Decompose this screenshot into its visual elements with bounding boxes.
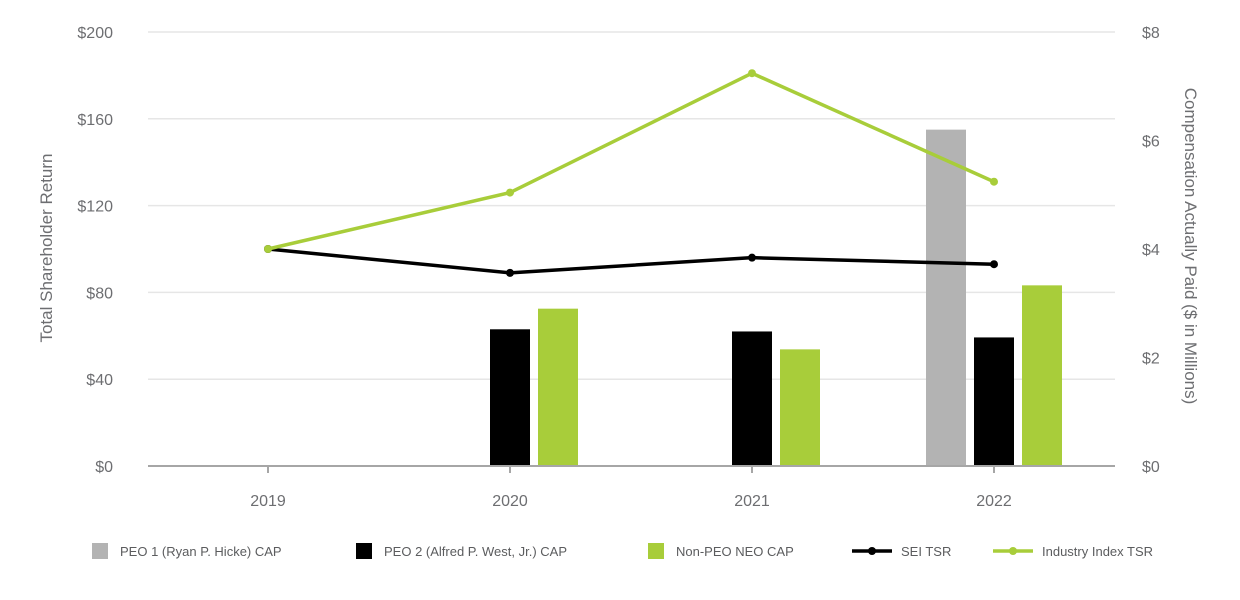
legend-swatch — [92, 543, 108, 559]
legend-label: Non-PEO NEO CAP — [676, 544, 794, 559]
bar — [926, 129, 966, 466]
x-tick-label: 2021 — [734, 493, 770, 510]
axes: $0 $40 $80 $120 $160 $200 $0 $2 $4 $6 $8 2019 2020 20… — [77, 25, 1159, 510]
left-tick-label: $40 — [86, 372, 113, 389]
right-axis-title: Compensation Actually Paid ($ in Million… — [1181, 88, 1200, 405]
gridlines — [148, 31, 1115, 380]
data-point — [748, 253, 756, 262]
legend-marker — [1009, 547, 1017, 555]
right-tick-label: $4 — [1142, 242, 1160, 259]
legend-swatch — [648, 543, 664, 559]
bar — [974, 337, 1014, 466]
bar — [780, 349, 820, 466]
left-tick-label: $80 — [86, 285, 113, 302]
data-point — [990, 260, 998, 269]
right-tick-label: $6 — [1142, 134, 1160, 151]
bar — [538, 308, 578, 466]
bar — [1022, 285, 1062, 466]
legend-label: Industry Index TSR — [1042, 544, 1153, 559]
left-axis-title: Total Shareholder Return — [37, 153, 56, 342]
x-tick-label: 2022 — [976, 493, 1012, 510]
data-point — [748, 69, 756, 78]
right-tick-label: $0 — [1142, 459, 1160, 476]
left-tick-label: $0 — [95, 459, 113, 476]
data-point — [506, 188, 514, 197]
series-line — [267, 71, 995, 251]
lines — [264, 69, 998, 277]
left-tick-label: $160 — [77, 112, 113, 129]
left-tick-label: $120 — [77, 199, 113, 216]
legend-label: SEI TSR — [901, 544, 951, 559]
x-tick-label: 2019 — [250, 493, 286, 510]
x-tick-label: 2020 — [492, 493, 528, 510]
right-tick-label: $8 — [1142, 25, 1160, 42]
legend-label: PEO 2 (Alfred P. West, Jr.) CAP — [384, 544, 567, 559]
bar — [490, 329, 530, 466]
data-point — [990, 177, 998, 186]
series-line — [267, 247, 995, 275]
data-point — [264, 245, 272, 253]
data-point — [506, 268, 514, 277]
legend: PEO 1 (Ryan P. Hicke) CAP PEO 2 (Alfred P… — [92, 543, 1153, 559]
right-tick-label: $2 — [1142, 351, 1160, 368]
left-tick-label: $200 — [77, 25, 113, 42]
bar — [732, 331, 772, 466]
bars — [490, 129, 1062, 466]
legend-swatch — [356, 543, 372, 559]
legend-marker — [868, 547, 876, 555]
legend-label: PEO 1 (Ryan P. Hicke) CAP — [120, 544, 282, 559]
